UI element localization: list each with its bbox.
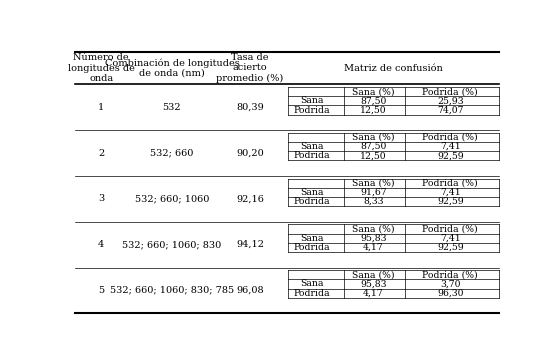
Text: Podrida (%): Podrida (%) — [422, 179, 478, 188]
Text: Sana (%): Sana (%) — [352, 87, 395, 96]
Text: 7,41: 7,41 — [440, 234, 461, 243]
Text: Sana: Sana — [300, 142, 324, 151]
Text: 25,93: 25,93 — [437, 96, 464, 105]
Text: Podrida (%): Podrida (%) — [422, 270, 478, 279]
Text: 87,50: 87,50 — [360, 142, 386, 151]
Text: Podrida: Podrida — [294, 151, 330, 160]
Text: 532; 660; 1060; 830; 785: 532; 660; 1060; 830; 785 — [110, 286, 234, 295]
Text: Tasa de
acierto
promedio (%): Tasa de acierto promedio (%) — [217, 53, 284, 83]
Text: 4: 4 — [98, 240, 104, 249]
Text: Podrida: Podrida — [294, 243, 330, 252]
Text: 95,83: 95,83 — [360, 279, 386, 289]
Text: 12,50: 12,50 — [360, 106, 386, 114]
Text: Número de
longitudes de
onda: Número de longitudes de onda — [68, 53, 135, 83]
Text: Sana (%): Sana (%) — [352, 179, 395, 188]
Text: 3: 3 — [98, 194, 104, 203]
Text: 4,17: 4,17 — [363, 289, 384, 298]
Text: Sana: Sana — [300, 96, 324, 105]
Text: 532; 660; 1060: 532; 660; 1060 — [135, 194, 209, 203]
Text: 532; 660; 1060; 830: 532; 660; 1060; 830 — [123, 240, 222, 249]
Text: 91,67: 91,67 — [360, 188, 386, 197]
Text: Sana (%): Sana (%) — [352, 133, 395, 142]
Text: Sana: Sana — [300, 188, 324, 197]
Text: 532; 660: 532; 660 — [150, 149, 194, 158]
Text: 8,33: 8,33 — [363, 197, 384, 206]
Text: 80,39: 80,39 — [236, 103, 264, 112]
Text: 96,08: 96,08 — [236, 286, 264, 295]
Text: 94,12: 94,12 — [236, 240, 264, 249]
Text: Podrida: Podrida — [294, 197, 330, 206]
Text: 92,59: 92,59 — [437, 197, 464, 206]
Text: Matriz de confusión: Matriz de confusión — [344, 64, 443, 73]
Text: 92,16: 92,16 — [236, 194, 264, 203]
Text: 95,83: 95,83 — [360, 234, 386, 243]
Text: Sana (%): Sana (%) — [352, 270, 395, 279]
Text: 3,70: 3,70 — [440, 279, 460, 289]
Text: 1: 1 — [98, 103, 104, 112]
Text: Podrida (%): Podrida (%) — [422, 133, 478, 142]
Text: 2: 2 — [98, 149, 104, 158]
Text: 532: 532 — [162, 103, 181, 112]
Text: Podrida: Podrida — [294, 106, 330, 114]
Text: Sana (%): Sana (%) — [352, 225, 395, 234]
Text: 7,41: 7,41 — [440, 188, 461, 197]
Text: 12,50: 12,50 — [360, 151, 386, 160]
Text: Sana: Sana — [300, 234, 324, 243]
Text: 92,59: 92,59 — [437, 151, 464, 160]
Text: 87,50: 87,50 — [360, 96, 386, 105]
Text: 90,20: 90,20 — [236, 149, 264, 158]
Text: 5: 5 — [98, 286, 104, 295]
Text: Podrida: Podrida — [294, 289, 330, 298]
Text: 92,59: 92,59 — [437, 243, 464, 252]
Text: 96,30: 96,30 — [437, 289, 464, 298]
Text: Podrida (%): Podrida (%) — [422, 87, 478, 96]
Text: 7,41: 7,41 — [440, 142, 461, 151]
Text: Podrida (%): Podrida (%) — [422, 225, 478, 234]
Text: Combinación de longitudes
de onda (nm): Combinación de longitudes de onda (nm) — [105, 58, 239, 78]
Text: 74,07: 74,07 — [437, 106, 464, 114]
Text: 4,17: 4,17 — [363, 243, 384, 252]
Text: Sana: Sana — [300, 279, 324, 289]
